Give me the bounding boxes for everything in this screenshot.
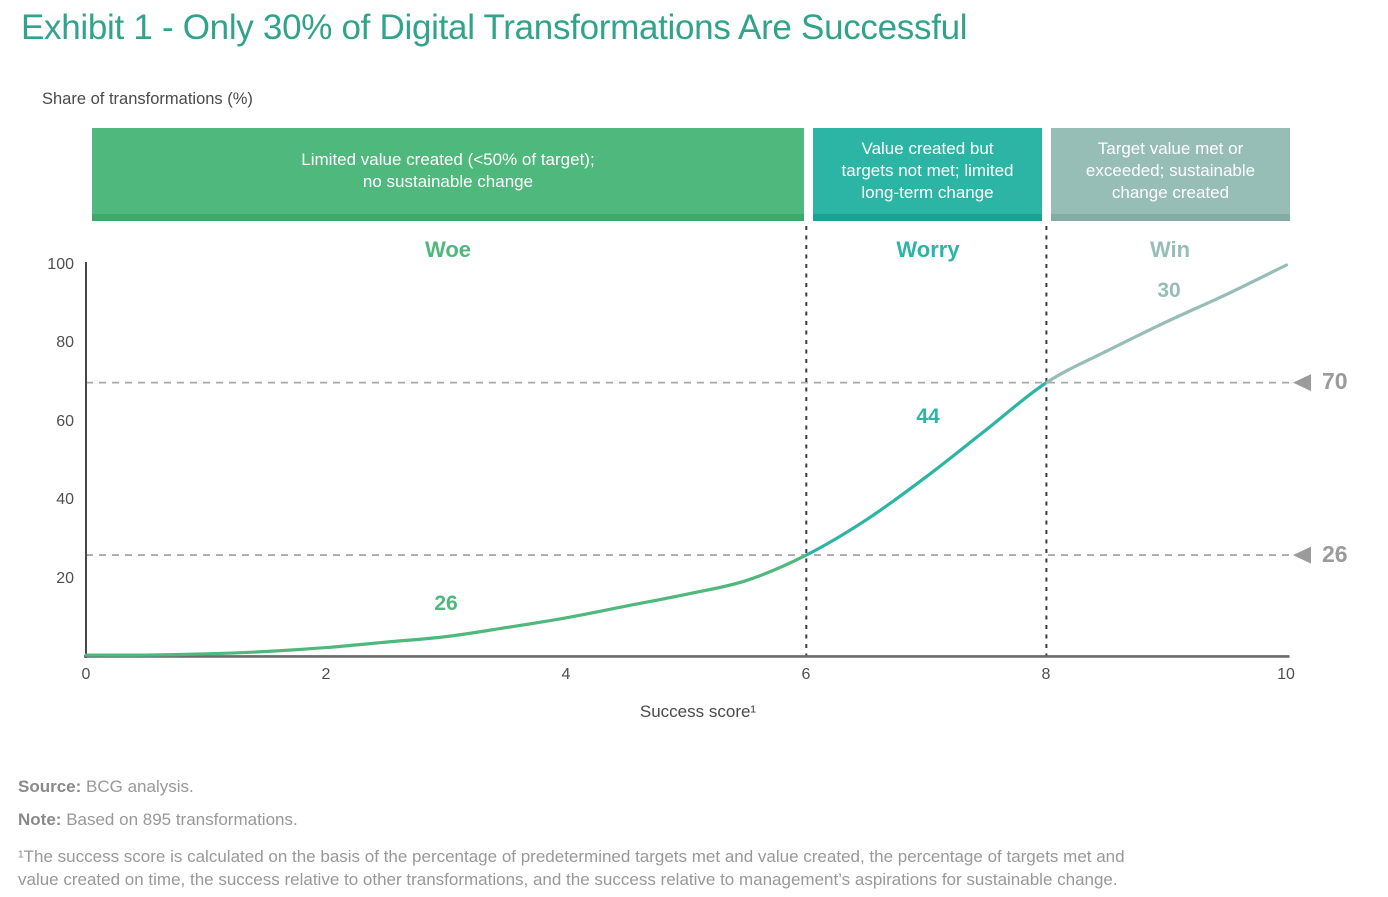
ref-label-26: 26	[1322, 541, 1348, 567]
x-tick-6: 6	[801, 666, 811, 683]
curve-segment-win	[1046, 263, 1289, 385]
y-tick-40: 40	[56, 491, 74, 508]
y-tick-80: 80	[56, 334, 74, 351]
source-line: Source: BCG analysis.	[18, 777, 194, 797]
left-arrow-icon	[1293, 374, 1311, 392]
x-tick-10: 10	[1277, 666, 1295, 683]
y-tick-20: 20	[56, 570, 74, 587]
band-woe-label: Limited value created (<50% of target); …	[301, 149, 595, 191]
y-tick-100: 100	[47, 256, 74, 273]
y-axis-title: Share of transformations (%)	[42, 90, 253, 108]
zone-label-win: Win	[1149, 237, 1191, 262]
band-worry: Value created but targets not met; limit…	[813, 128, 1042, 221]
share-value-woe: 26	[434, 592, 458, 615]
source-text: BCG analysis.	[86, 777, 194, 796]
footnote: ¹The success score is calculated on the …	[18, 847, 1125, 889]
x-axis-title: Success score¹	[639, 702, 757, 721]
band-win-label: Target value met or exceeded; sustainabl…	[1085, 138, 1256, 203]
share-value-win: 30	[1157, 279, 1181, 302]
x-tick-4: 4	[561, 666, 571, 683]
source-label: Source:	[18, 777, 82, 796]
y-tick-60: 60	[56, 413, 74, 430]
x-tick-8: 8	[1041, 666, 1051, 683]
band-worry-label: Value created but targets not met; limit…	[841, 138, 1014, 203]
left-arrow-icon	[1293, 546, 1311, 564]
note-line: Note: Based on 895 transformations.	[18, 810, 298, 830]
band-win: Target value met or exceeded; sustainabl…	[1051, 128, 1290, 221]
x-tick-2: 2	[321, 666, 331, 683]
zone-label-worry: Worry	[896, 237, 960, 262]
band-woe: Limited value created (<50% of target); …	[92, 128, 804, 221]
ref-label-70: 70	[1322, 368, 1348, 394]
note-label: Note:	[18, 810, 62, 829]
note-text: Based on 895 transformations.	[66, 810, 298, 829]
zone-label-woe: Woe	[424, 237, 472, 262]
x-tick-0: 0	[81, 666, 91, 683]
curve-segment-worry	[806, 380, 1047, 557]
curve-segment-woe	[84, 553, 807, 657]
exhibit-title: Exhibit 1 - Only 30% of Digital Transfor…	[21, 8, 968, 47]
share-value-worry: 44	[916, 405, 940, 428]
